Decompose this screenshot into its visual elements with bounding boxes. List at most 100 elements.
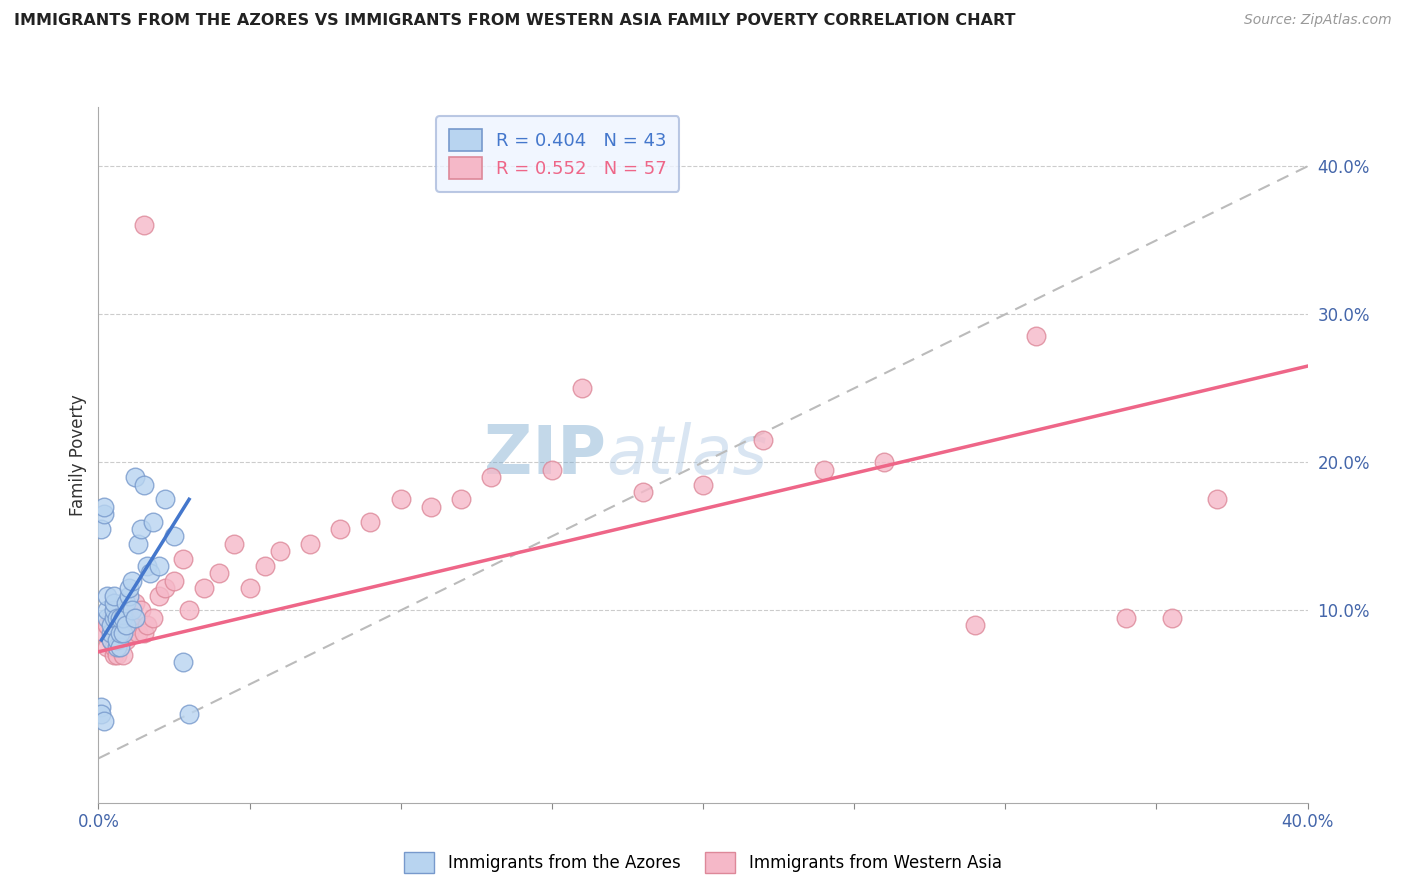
- Point: [114, 618, 136, 632]
- Point: [132, 625, 155, 640]
- Point: [139, 566, 162, 581]
- Point: [129, 603, 152, 617]
- Point: [105, 611, 128, 625]
- Point: [96, 589, 118, 603]
- Point: [103, 589, 125, 603]
- Point: [135, 618, 157, 632]
- Point: [752, 433, 775, 447]
- Point: [135, 558, 157, 573]
- Point: [813, 463, 835, 477]
- Point: [571, 381, 593, 395]
- Point: [108, 632, 131, 647]
- Point: [111, 625, 134, 640]
- Point: [153, 581, 176, 595]
- Point: [100, 632, 122, 647]
- Point: [329, 522, 352, 536]
- Point: [105, 648, 128, 662]
- Point: [121, 618, 143, 632]
- Point: [103, 596, 125, 610]
- Point: [1160, 611, 1182, 625]
- Point: [132, 219, 155, 233]
- Point: [103, 640, 125, 655]
- Legend: Immigrants from the Azores, Immigrants from Western Asia: Immigrants from the Azores, Immigrants f…: [398, 846, 1008, 880]
- Point: [108, 625, 131, 640]
- Point: [96, 603, 118, 617]
- Point: [873, 455, 896, 469]
- Point: [1115, 611, 1137, 625]
- Point: [93, 714, 115, 729]
- Point: [965, 618, 987, 632]
- Point: [114, 618, 136, 632]
- Text: IMMIGRANTS FROM THE AZORES VS IMMIGRANTS FROM WESTERN ASIA FAMILY POVERTY CORREL: IMMIGRANTS FROM THE AZORES VS IMMIGRANTS…: [14, 13, 1015, 29]
- Point: [389, 492, 412, 507]
- Point: [114, 596, 136, 610]
- Point: [103, 603, 125, 617]
- Point: [108, 611, 131, 625]
- Point: [121, 574, 143, 588]
- Point: [148, 589, 170, 603]
- Point: [450, 492, 472, 507]
- Point: [193, 581, 215, 595]
- Point: [224, 537, 246, 551]
- Legend: R = 0.404   N = 43, R = 0.552   N = 57: R = 0.404 N = 43, R = 0.552 N = 57: [436, 116, 679, 192]
- Point: [105, 611, 128, 625]
- Point: [90, 706, 112, 721]
- Point: [100, 632, 122, 647]
- Point: [481, 470, 503, 484]
- Point: [103, 618, 125, 632]
- Point: [105, 632, 128, 647]
- Text: Source: ZipAtlas.com: Source: ZipAtlas.com: [1244, 13, 1392, 28]
- Point: [127, 625, 149, 640]
- Point: [1024, 329, 1046, 343]
- Point: [114, 632, 136, 647]
- Point: [148, 558, 170, 573]
- Point: [93, 625, 115, 640]
- Y-axis label: Family Poverty: Family Poverty: [69, 394, 87, 516]
- Point: [100, 618, 122, 632]
- Point: [129, 522, 152, 536]
- Point: [118, 625, 141, 640]
- Point: [1206, 492, 1229, 507]
- Point: [100, 625, 122, 640]
- Text: ZIP: ZIP: [484, 422, 606, 488]
- Point: [118, 589, 141, 603]
- Point: [124, 470, 146, 484]
- Point: [103, 611, 125, 625]
- Point: [111, 625, 134, 640]
- Point: [360, 515, 382, 529]
- Point: [111, 648, 134, 662]
- Point: [90, 699, 112, 714]
- Point: [121, 603, 143, 617]
- Point: [96, 618, 118, 632]
- Point: [127, 537, 149, 551]
- Point: [108, 640, 131, 655]
- Point: [163, 529, 186, 543]
- Point: [118, 581, 141, 595]
- Point: [420, 500, 443, 514]
- Point: [179, 706, 201, 721]
- Point: [111, 611, 134, 625]
- Point: [100, 611, 122, 625]
- Point: [93, 500, 115, 514]
- Point: [179, 603, 201, 617]
- Point: [299, 537, 322, 551]
- Point: [142, 515, 165, 529]
- Point: [96, 640, 118, 655]
- Point: [142, 611, 165, 625]
- Point: [124, 596, 146, 610]
- Point: [153, 492, 176, 507]
- Point: [108, 611, 131, 625]
- Point: [208, 566, 231, 581]
- Point: [124, 611, 146, 625]
- Point: [631, 484, 654, 499]
- Point: [103, 648, 125, 662]
- Point: [269, 544, 291, 558]
- Point: [93, 507, 115, 521]
- Point: [172, 655, 194, 669]
- Point: [172, 551, 194, 566]
- Point: [132, 477, 155, 491]
- Point: [163, 574, 186, 588]
- Point: [105, 632, 128, 647]
- Point: [253, 558, 276, 573]
- Text: atlas: atlas: [606, 422, 768, 488]
